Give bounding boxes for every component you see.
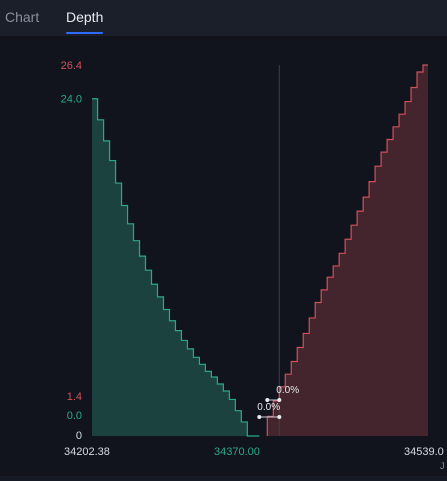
- ask-spread-percent: 0.0%: [276, 385, 299, 396]
- corner-mark: J: [440, 461, 445, 471]
- bid-spread-dot-left: [257, 415, 262, 419]
- tab-bar: Chart Depth: [0, 0, 447, 36]
- depth-chart-panel: 0.0% 0.0% 26.4 24.0 1.4 0.0 0 34202.38 34370.00 3…: [0, 36, 447, 476]
- y-axis-label: 0.0: [67, 410, 82, 422]
- y-axis-label: 1.4: [67, 391, 82, 403]
- y-axis-label: 26.4: [61, 60, 82, 72]
- x-axis-label: 34370.00: [214, 446, 260, 458]
- x-axis-label: 34202.38: [64, 446, 110, 458]
- ask-spread-dot-right: [265, 398, 270, 402]
- tab-active-indicator: [66, 32, 103, 34]
- bid-depth-line: [92, 98, 260, 437]
- bid-depth-area: [92, 98, 260, 437]
- tab-depth[interactable]: Depth: [66, 9, 104, 25]
- tab-chart[interactable]: Chart: [5, 9, 40, 25]
- ask-depth-area: [267, 65, 428, 436]
- bid-spread-percent: 0.0%: [257, 402, 280, 413]
- y-axis-label: 0: [76, 430, 82, 442]
- x-axis-label: 34539.0: [404, 446, 444, 458]
- y-axis-label: 24.0: [61, 94, 82, 106]
- bid-spread-dot-right: [277, 415, 282, 419]
- ask-depth-line: [266, 64, 428, 436]
- ask-spread-dot-left: [277, 398, 282, 402]
- depth-chart[interactable]: 0.0% 0.0% 26.4 24.0 1.4 0.0 0 34202.38 34370.00 3…: [0, 36, 447, 476]
